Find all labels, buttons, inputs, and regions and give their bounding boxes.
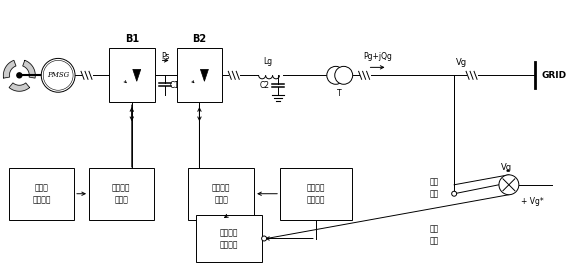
Text: C2: C2	[260, 81, 270, 90]
Text: Ps: Ps	[162, 53, 170, 61]
Text: C1: C1	[170, 81, 179, 90]
Circle shape	[17, 73, 22, 78]
Polygon shape	[9, 83, 29, 91]
Text: 网侧变流
器控制: 网侧变流 器控制	[212, 183, 231, 204]
Polygon shape	[3, 60, 16, 78]
Text: 直流侧
电压控制: 直流侧 电压控制	[32, 183, 51, 204]
Text: GRID: GRID	[542, 71, 567, 80]
Circle shape	[499, 175, 519, 195]
Bar	[89, 168, 154, 220]
Polygon shape	[133, 69, 141, 81]
Text: 机侧变流
器控制: 机侧变流 器控制	[112, 183, 131, 204]
Text: Lg: Lg	[263, 57, 273, 66]
Bar	[280, 168, 352, 220]
Text: B2: B2	[193, 34, 206, 44]
Circle shape	[41, 58, 75, 92]
Text: -: -	[506, 166, 510, 176]
Bar	[109, 48, 155, 102]
Bar	[189, 168, 254, 220]
Polygon shape	[201, 69, 208, 81]
Circle shape	[452, 191, 457, 196]
Text: Pg+jQg: Pg+jQg	[363, 52, 392, 61]
Bar	[197, 215, 262, 262]
Text: PMSG: PMSG	[47, 71, 69, 79]
Text: T: T	[338, 89, 342, 98]
Text: + Vg*: + Vg*	[521, 197, 543, 206]
Text: 无功功率
输出控制: 无功功率 输出控制	[220, 228, 239, 249]
Circle shape	[43, 60, 73, 90]
Polygon shape	[23, 60, 35, 78]
Text: Vg: Vg	[501, 163, 512, 172]
Circle shape	[262, 236, 267, 241]
Bar	[9, 168, 74, 220]
Text: 正常
状态: 正常 状态	[430, 178, 439, 198]
Text: Vg: Vg	[456, 58, 467, 67]
Text: 故障
状态: 故障 状态	[430, 225, 439, 245]
Text: 最大功率
跟踪控制: 最大功率 跟踪控制	[306, 183, 325, 204]
Circle shape	[335, 66, 352, 84]
Circle shape	[327, 66, 345, 84]
Bar	[177, 48, 223, 102]
Text: B1: B1	[125, 34, 139, 44]
